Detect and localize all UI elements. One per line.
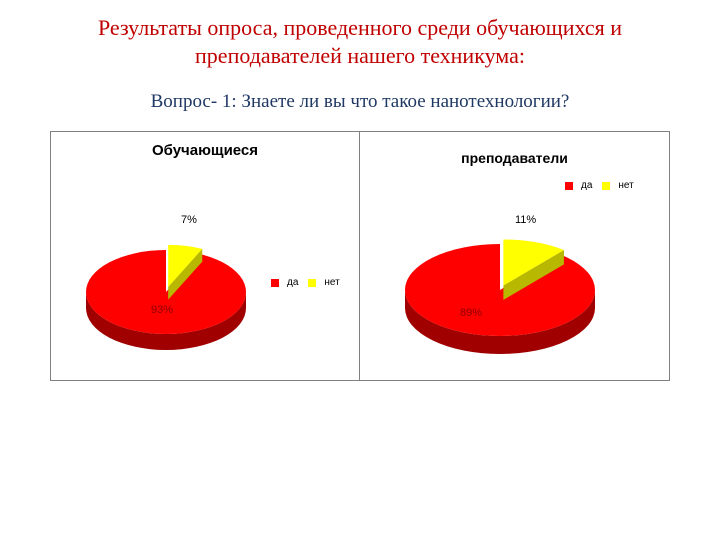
pct-label-no: 11% [515,214,536,226]
panel-students: Обучающиесяданет93%7% [50,131,360,381]
charts-row: Обучающиесяданет93%7% преподавателиданет… [50,131,670,381]
pie-wrap [360,132,670,382]
pie-wrap [51,132,361,382]
pie-chart [51,132,361,382]
panel-teachers: преподавателиданет89%11% [360,131,670,381]
pct-label-yes: 89% [460,307,482,319]
pct-label-no: 7% [181,214,197,226]
pie-chart [360,132,670,382]
page-title: Результаты опроса, проведенного среди об… [40,14,680,69]
pct-label-yes: 93% [151,304,173,316]
question-subtitle: Вопрос- 1: Знаете ли вы что такое наноте… [40,91,680,113]
